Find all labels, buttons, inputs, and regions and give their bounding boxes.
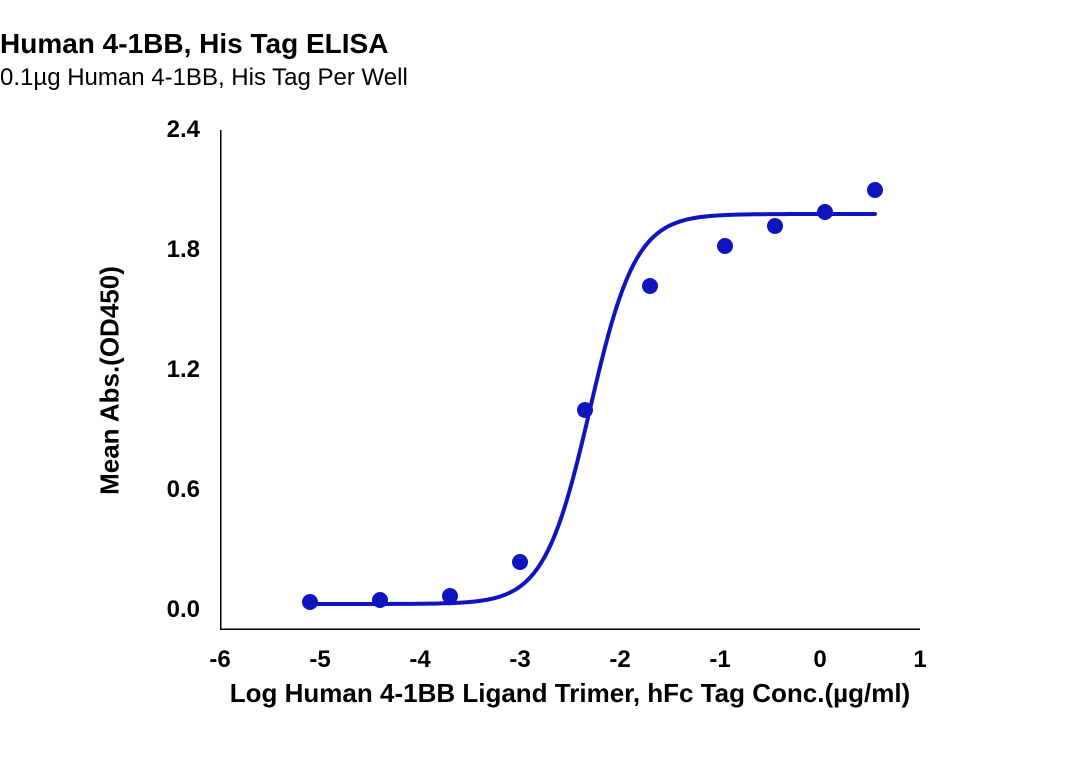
x-axis-label: Log Human 4-1BB Ligand Trimer, hFc Tag C… <box>220 678 920 709</box>
chart-title: Human 4-1BB, His Tag ELISA <box>0 28 1080 60</box>
x-tick-label: -2 <box>609 646 630 674</box>
y-tick-label: 2.4 <box>150 116 200 144</box>
x-tick-label: 1 <box>913 646 926 674</box>
x-tick-label: -4 <box>409 646 430 674</box>
y-axis-label: Mean Abs.(OD450) <box>95 181 126 581</box>
x-tick-label: -6 <box>209 646 230 674</box>
x-tick-label: -1 <box>709 646 730 674</box>
y-tick-label: 1.2 <box>150 356 200 384</box>
y-tick-label: 0.0 <box>150 596 200 624</box>
y-tick-label: 0.6 <box>150 476 200 504</box>
data-point <box>302 594 318 610</box>
data-point <box>717 238 733 254</box>
data-point <box>767 218 783 234</box>
data-point <box>442 588 458 604</box>
plot-area <box>220 130 920 630</box>
x-tick-label: -5 <box>309 646 330 674</box>
y-tick-label: 1.8 <box>150 236 200 264</box>
chart-svg <box>220 130 920 630</box>
data-point <box>577 402 593 418</box>
data-point <box>867 182 883 198</box>
x-tick-label: -3 <box>509 646 530 674</box>
data-point <box>817 204 833 220</box>
x-tick-label: 0 <box>813 646 826 674</box>
chart-subtitle: 0.1µg Human 4-1BB, His Tag Per Well <box>0 64 1080 92</box>
data-point <box>642 278 658 294</box>
data-point <box>512 554 528 570</box>
elisa-figure: Human 4-1BB, His Tag ELISA 0.1µg Human 4… <box>0 0 1080 779</box>
data-point <box>372 592 388 608</box>
